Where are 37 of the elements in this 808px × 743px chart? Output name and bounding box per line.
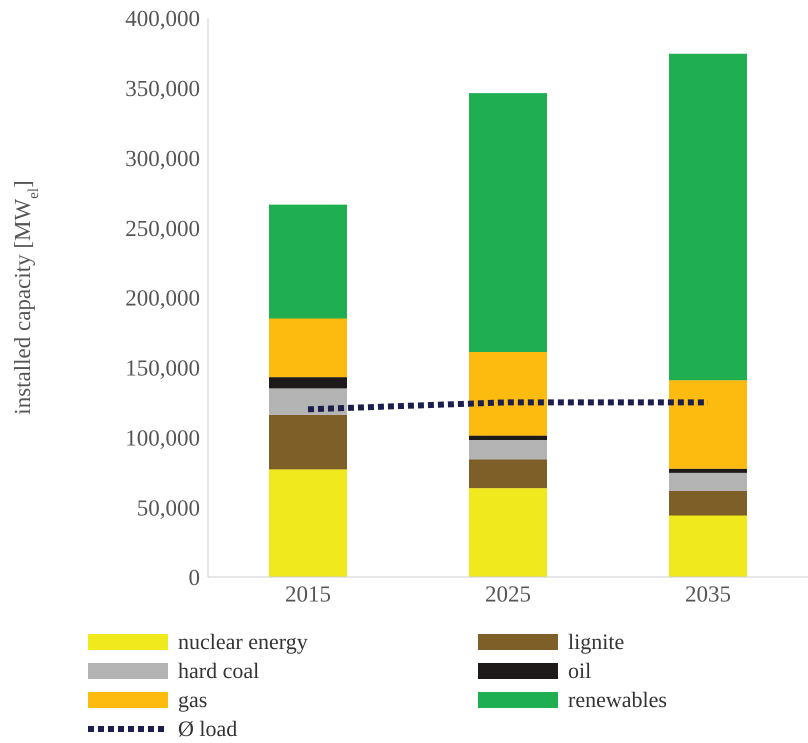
y-tick-label: 200,000 [125, 286, 200, 311]
legend-label: oil [568, 658, 592, 684]
bar [469, 352, 547, 436]
bar [669, 472, 747, 492]
legend-label: gas [178, 686, 208, 712]
bar [669, 54, 747, 380]
legend-label: hard coal [178, 658, 260, 684]
bar [669, 491, 747, 516]
x-tick-label: 2035 [685, 581, 731, 606]
legend-label: nuclear energy [178, 628, 308, 654]
bar [469, 488, 547, 577]
y-tick-label: 0 [188, 565, 200, 590]
bar [269, 318, 347, 378]
x-tick-label: 2025 [485, 581, 531, 606]
bar [669, 468, 747, 473]
bar [669, 380, 747, 469]
bar [469, 440, 547, 460]
bar [269, 377, 347, 388]
bar [269, 388, 347, 415]
legend-label: lignite [568, 628, 624, 654]
bar [669, 516, 747, 577]
y-tick-label: 250,000 [125, 216, 200, 241]
y-tick-label: 50,000 [136, 495, 200, 520]
bar [269, 204, 347, 318]
bar [469, 459, 547, 488]
bar [469, 436, 547, 440]
bar [269, 414, 347, 470]
y-tick-label: 150,000 [125, 356, 200, 381]
bar [469, 93, 547, 352]
bar [269, 469, 347, 577]
y-tick-label: 300,000 [125, 146, 200, 171]
legend-label: Ø load [178, 716, 238, 742]
y-tick-label: 350,000 [125, 76, 200, 102]
y-tick-label: 100,000 [125, 425, 200, 450]
legend-label: renewables [568, 686, 667, 712]
y-tick-label: 400,000 [125, 6, 200, 32]
x-tick-label: 2015 [285, 581, 331, 606]
